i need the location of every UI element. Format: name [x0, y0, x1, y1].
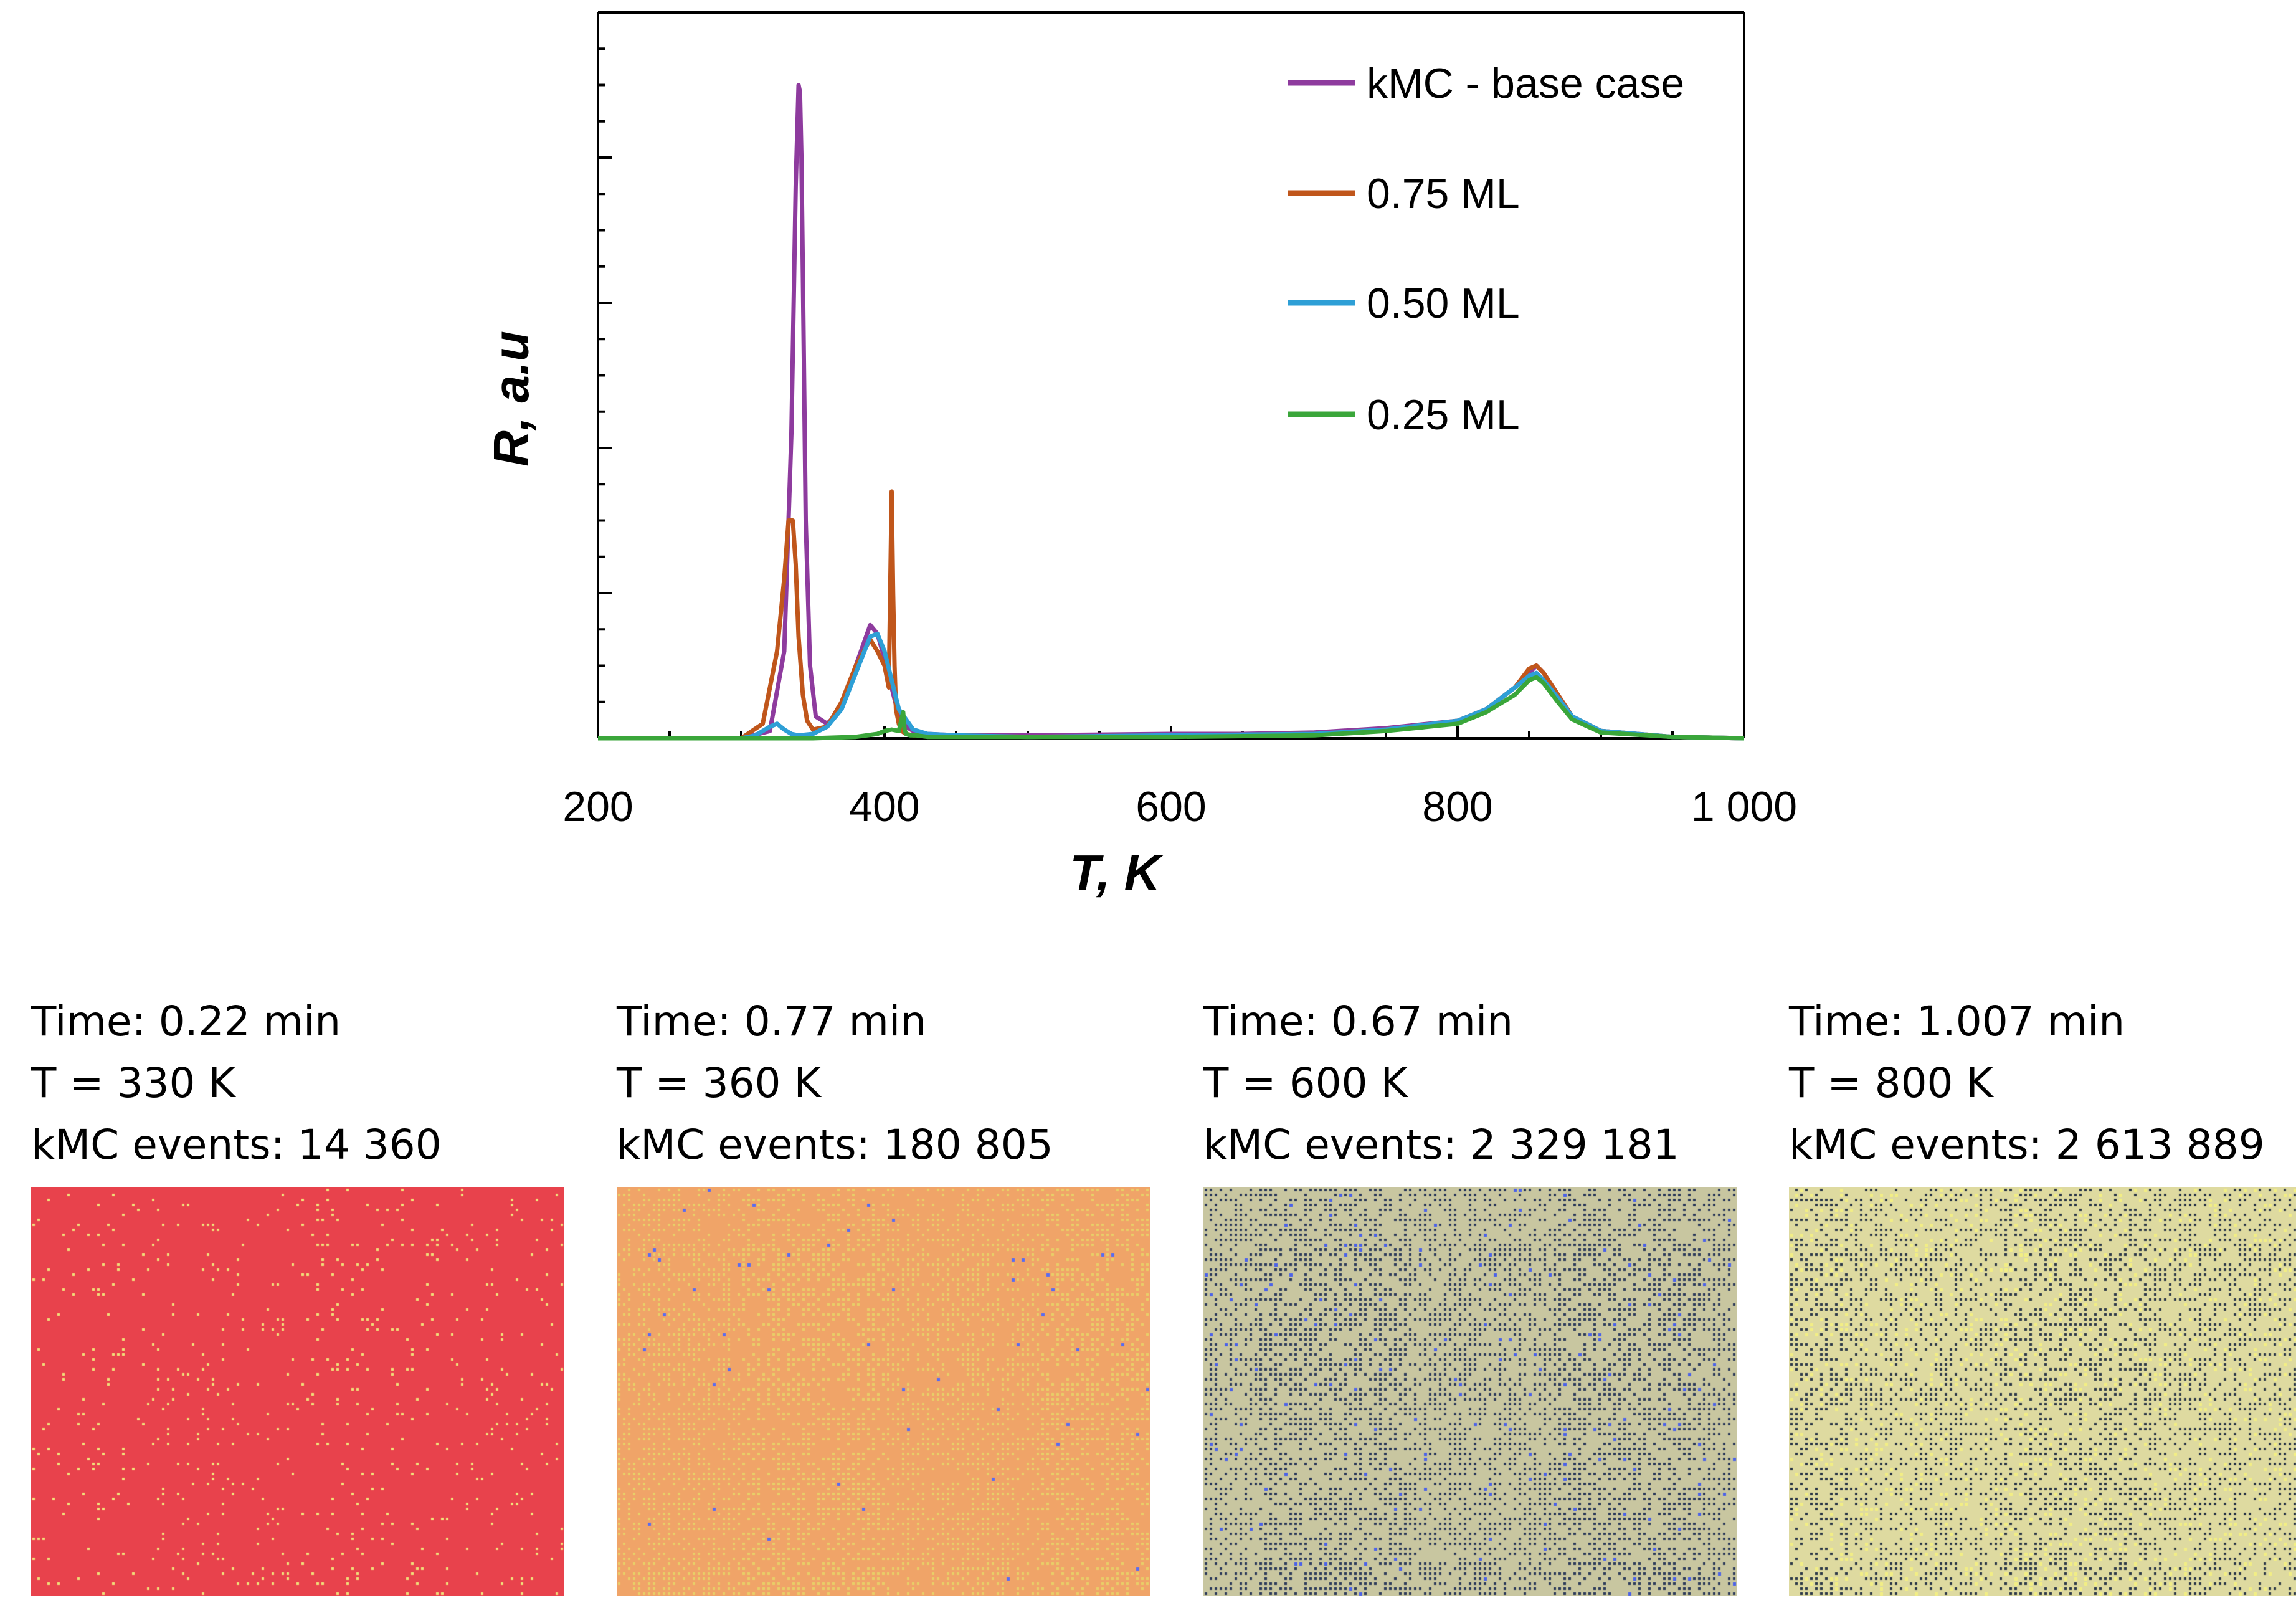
snapshot-temperature: T = 330 K	[31, 1059, 235, 1107]
tpd-chart: 200 400 600 800 1 000 T, K R, a.u kMC - base…	[483, 11, 1797, 900]
snapshot-events: kMC events: 2 613 889	[1789, 1121, 2265, 1169]
series-line	[598, 83, 1745, 741]
snapshot-events: kMC events: 14 360	[31, 1121, 442, 1169]
lattice-snapshot-image	[31, 1187, 564, 1596]
chart-legend: kMC - base case 0.75 ML 0.50 ML 0.25 ML	[1288, 60, 1684, 439]
series-line	[598, 631, 1745, 741]
lattice-snapshot-image	[1203, 1187, 1737, 1596]
x-tick-label: 400	[849, 783, 919, 830]
snapshot-events: kMC events: 180 805	[617, 1121, 1053, 1169]
lattice-snapshot-image	[617, 1187, 1150, 1596]
legend-label: 0.75 ML	[1367, 170, 1520, 217]
chart-axes	[597, 11, 1745, 740]
tick-marks	[597, 11, 1745, 740]
series-line	[598, 489, 1745, 741]
lattice-snapshot-image	[1789, 1187, 2296, 1596]
snapshot-panel-4: Time: 1.007 min T = 800 K kMC events: 2 …	[1789, 991, 2296, 1596]
snapshot-temperature: T = 360 K	[617, 1059, 821, 1107]
snapshot-time: Time: 0.67 min	[1203, 997, 1514, 1045]
y-axis-label: R, a.u	[483, 331, 539, 467]
series-line	[598, 675, 1745, 741]
legend-label: kMC - base case	[1367, 60, 1684, 107]
snapshot-events: kMC events: 2 329 181	[1203, 1121, 1679, 1169]
series-lines	[598, 83, 1745, 741]
x-tick-labels: 200 400 600 800 1 000	[562, 783, 1797, 830]
x-tick-label: 800	[1422, 783, 1492, 830]
x-axis-label: T, K	[1070, 845, 1163, 900]
snapshot-time: Time: 0.22 min	[31, 997, 341, 1045]
snapshot-panel-1: Time: 0.22 min T = 330 K kMC events: 14 …	[31, 991, 567, 1596]
snapshot-temperature: T = 800 K	[1789, 1059, 1993, 1107]
x-tick-label: 600	[1136, 783, 1206, 830]
legend-label: 0.50 ML	[1367, 280, 1520, 327]
snapshot-temperature: T = 600 K	[1203, 1059, 1408, 1107]
x-tick-label: 200	[562, 783, 633, 830]
legend-label: 0.25 ML	[1367, 391, 1520, 439]
x-tick-label: 1 000	[1691, 783, 1797, 830]
snapshot-panel-3: Time: 0.67 min T = 600 K kMC events: 2 3…	[1203, 991, 1739, 1596]
snapshot-panel-2: Time: 0.77 min T = 360 K kMC events: 180…	[617, 991, 1152, 1596]
snapshot-time: Time: 1.007 min	[1789, 997, 2125, 1045]
snapshot-time: Time: 0.77 min	[617, 997, 927, 1045]
